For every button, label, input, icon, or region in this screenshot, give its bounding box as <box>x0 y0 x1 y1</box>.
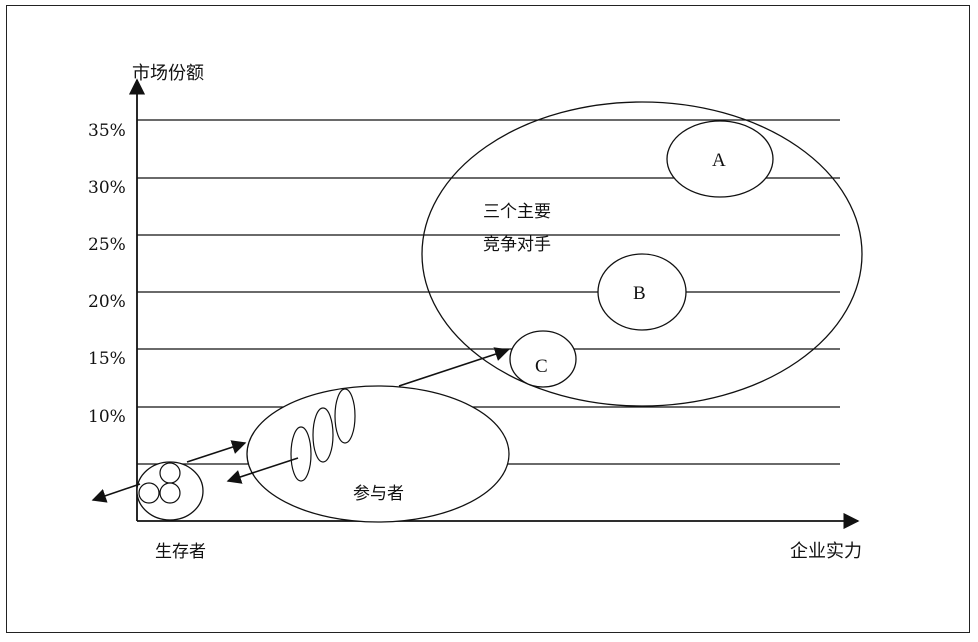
major-competitors-label-line1: 三个主要 <box>483 202 551 222</box>
x-axis-title: 企业实力 <box>790 541 862 562</box>
survivor-circle <box>159 482 181 504</box>
y-axis-title: 市场份额 <box>132 63 204 84</box>
y-tick-label: 25% <box>88 235 126 255</box>
y-tick-label: 15% <box>88 349 126 369</box>
y-tick-label: 20% <box>88 292 126 312</box>
participants-label: 参与者 <box>353 484 404 504</box>
y-tick-label: 35% <box>88 121 126 141</box>
major-competitors-label-line2: 竞争对手 <box>483 235 551 255</box>
diagram-frame <box>6 5 970 633</box>
y-tick-labels: 35% 30% 25% 20% 15% 10% <box>88 121 126 427</box>
survivors-label: 生存者 <box>155 542 206 562</box>
major-competitors-ellipse <box>421 101 863 407</box>
competitor-c-label: C <box>535 356 548 377</box>
survivor-circle <box>138 482 160 504</box>
competitor-b-ellipse <box>597 253 687 331</box>
participant-small-ellipse <box>312 407 334 463</box>
participant-small-ellipse <box>290 426 312 482</box>
competitor-c-ellipse <box>509 330 577 388</box>
competitor-b-label: B <box>633 283 646 304</box>
transition-arrows <box>91 347 510 503</box>
arrow-participants-to-major <box>398 347 510 387</box>
y-tick-label: 10% <box>88 407 126 427</box>
participants-ellipse <box>246 385 510 523</box>
arrow-survivors-exit <box>91 483 141 503</box>
arrow-participants-to-survivors <box>226 457 299 484</box>
competitor-a-ellipse <box>666 120 774 198</box>
y-tick-label: 30% <box>88 178 126 198</box>
arrow-survivors-to-participants <box>186 440 247 463</box>
survivor-circle <box>159 462 181 484</box>
participant-small-ellipse <box>334 388 356 444</box>
competitor-a-label: A <box>712 150 726 171</box>
